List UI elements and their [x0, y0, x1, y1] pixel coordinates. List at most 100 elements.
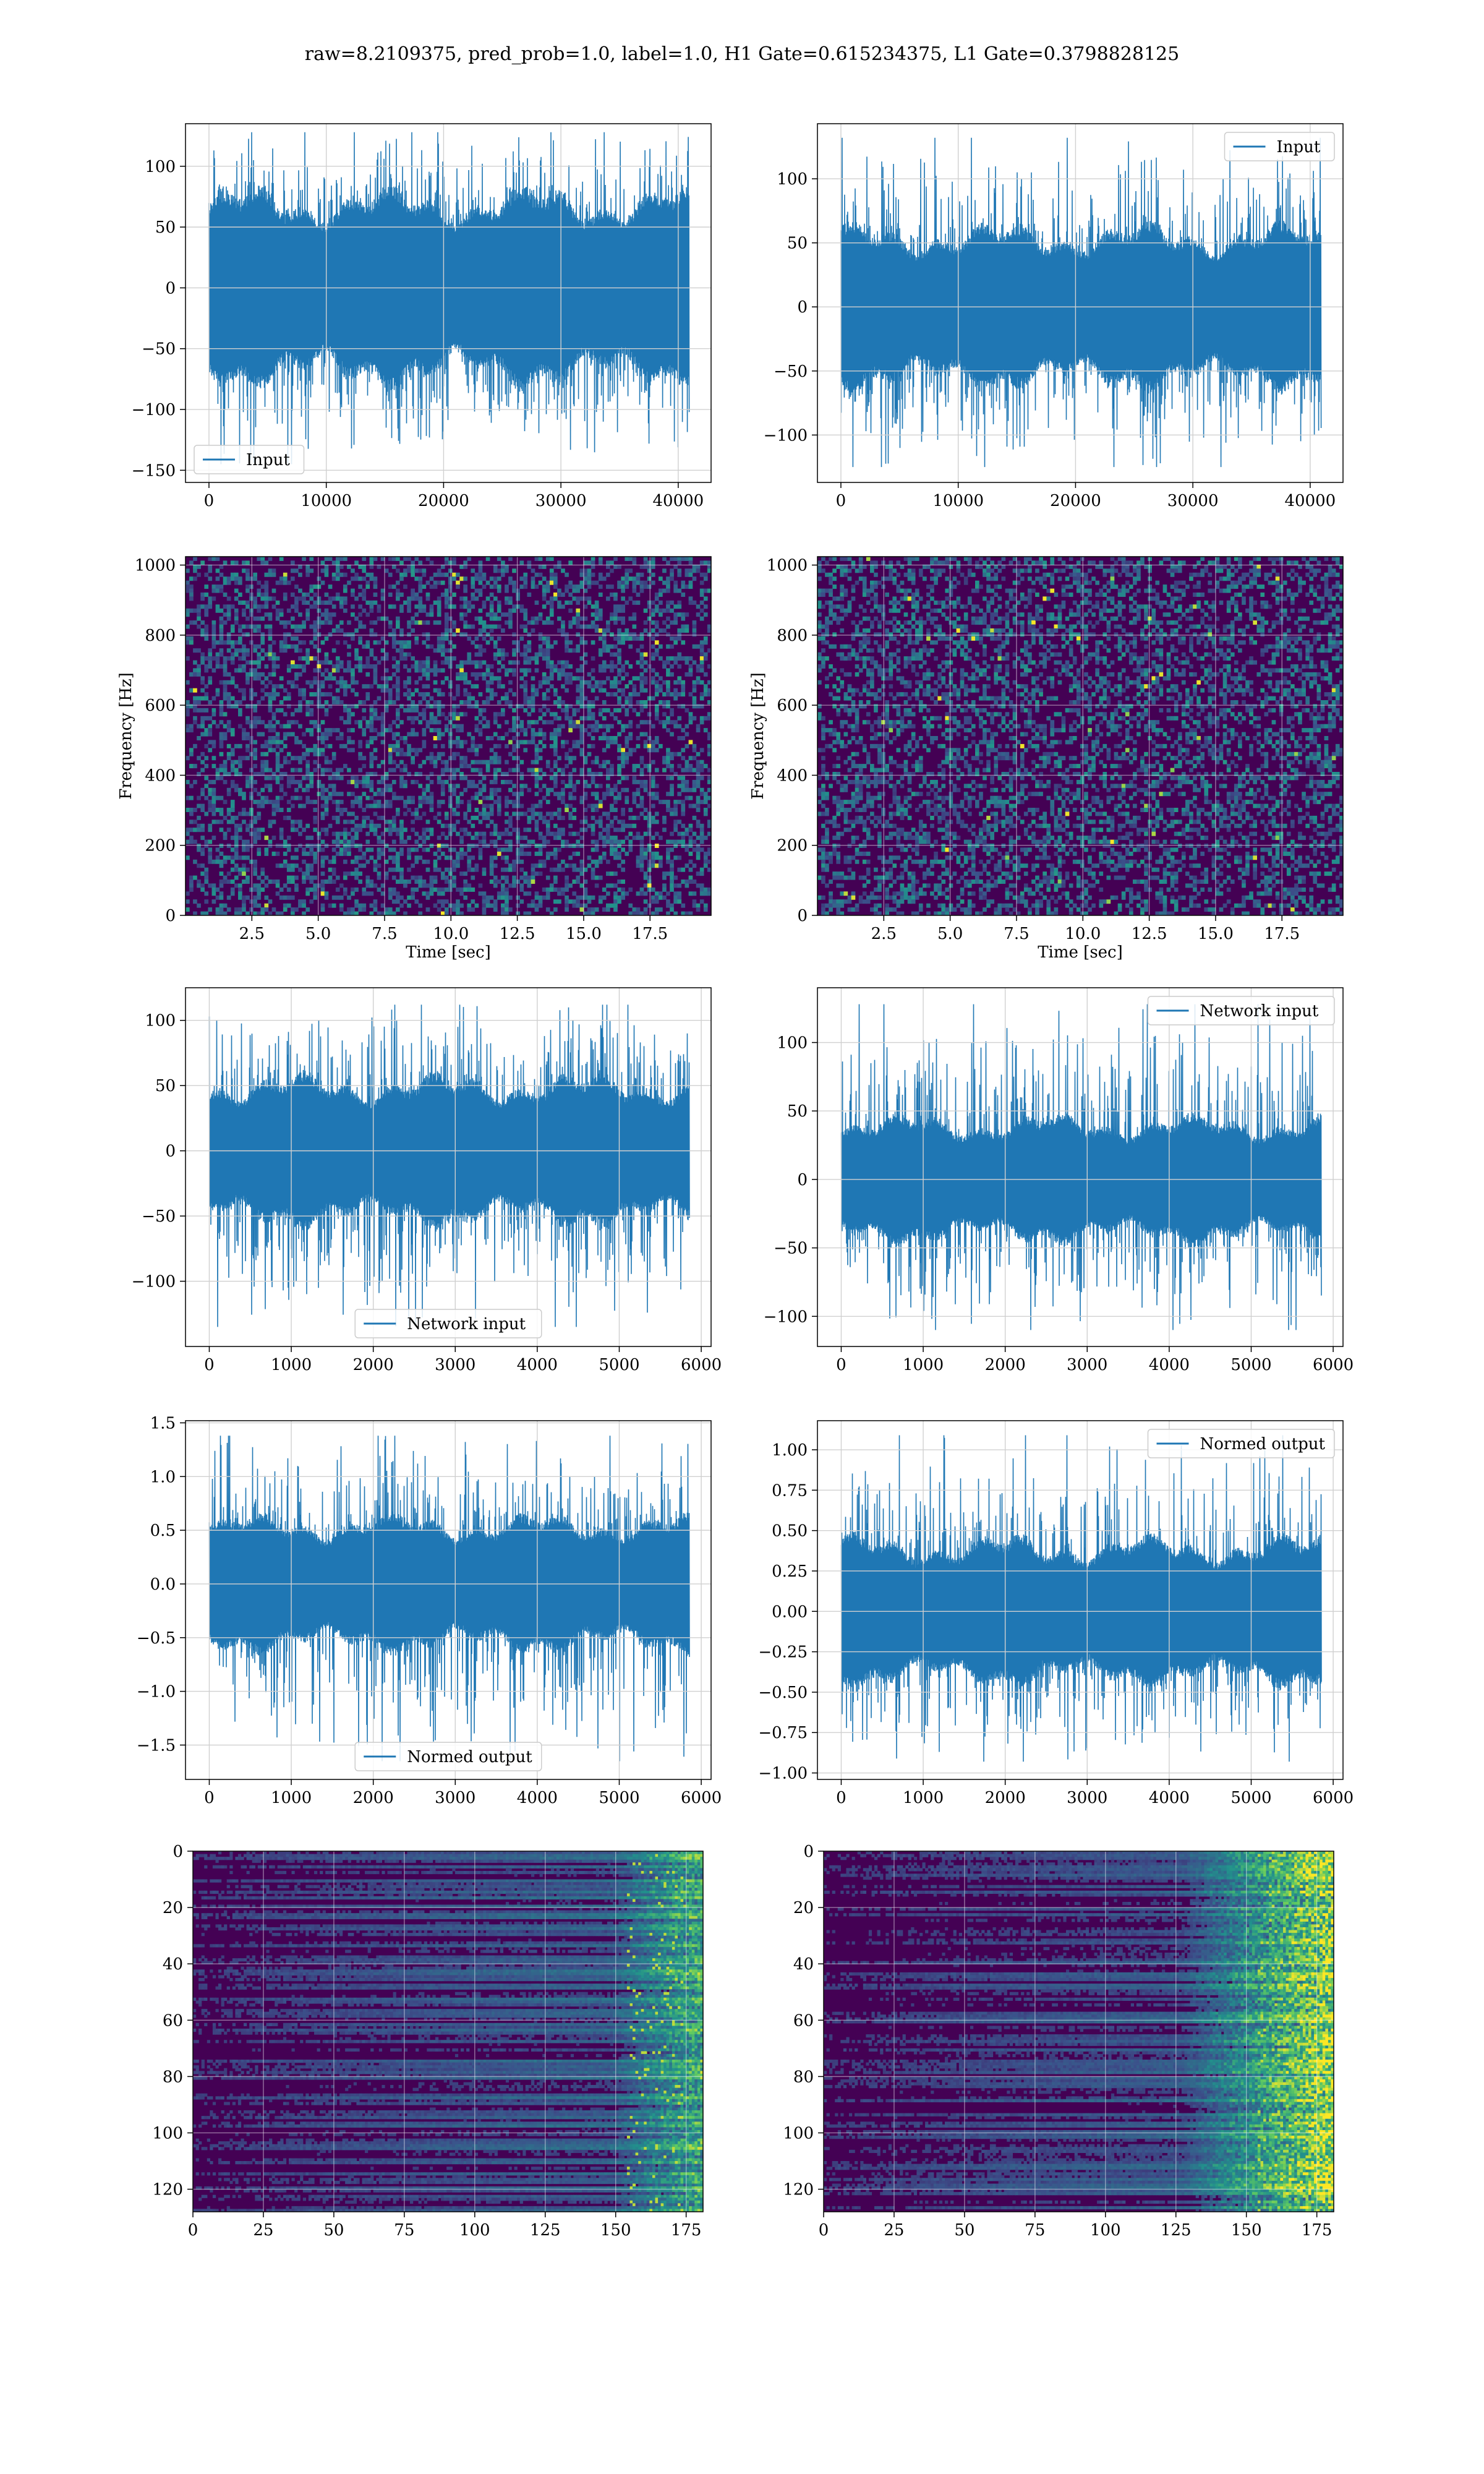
h1-normed-output-axes-frame	[185, 1420, 712, 1780]
l1-spectrogram-xtick-label: 7.5	[1004, 925, 1029, 943]
l1-input-ytick-label: −100	[764, 426, 808, 445]
l1-spectrogram-ytick-label: 800	[777, 627, 808, 645]
h1-network-input-xtick-label: 3000	[435, 1356, 475, 1374]
l1-normed-output-xtick-label: 0	[836, 1789, 846, 1807]
h1-spectrogram-xtick-label: 10.0	[433, 925, 469, 943]
h1-spectrogram-grid	[186, 557, 711, 915]
h1-feature-map-xtick-label: 50	[323, 2221, 344, 2240]
l1-network-input-grid	[817, 988, 1343, 1346]
l1-feature-map-xtick-label: 75	[1025, 2221, 1045, 2240]
h1-spectrogram-xtick-label: 5.0	[305, 925, 331, 943]
h1-input-ytick-label: −100	[132, 401, 176, 419]
h1-input-series-line	[208, 132, 690, 464]
l1-input-xtick-label: 40000	[1285, 492, 1336, 510]
figure-title: raw=8.2109375, pred_prob=1.0, label=1.0,…	[0, 43, 1484, 65]
l1-spectrogram-xtick-label: 2.5	[871, 925, 897, 943]
h1-input-ytick-label: −50	[142, 340, 176, 359]
l1-feature-map-ytick-label: 120	[783, 2181, 814, 2199]
h1-feature-map-ytick-label: 120	[152, 2181, 183, 2199]
h1-normed-output-legend: Normed output	[354, 1742, 542, 1771]
h1-normed-output-xtick-label: 5000	[599, 1789, 639, 1807]
h1-normed-output-ytick-label: −1.0	[137, 1683, 176, 1701]
l1-network-input-xtick-label: 0	[836, 1356, 846, 1374]
h1-spectrogram-ytick-label: 0	[165, 907, 176, 925]
l1-network-input-xtick-label: 5000	[1230, 1356, 1271, 1374]
l1-network-input-ytick-label: −100	[764, 1308, 808, 1326]
h1-normed-output-xtick-label: 3000	[435, 1789, 475, 1807]
h1-network-input-xtick-label: 6000	[681, 1356, 722, 1374]
l1-network-input-ytick-label: 0	[797, 1171, 808, 1189]
l1-normed-output-ytick-label: 1.00	[772, 1441, 808, 1460]
l1-input-legend: Input	[1224, 132, 1335, 161]
h1-normed-output-ytick-label: 0.0	[150, 1575, 176, 1594]
l1-input-xtick-label: 30000	[1167, 492, 1219, 510]
l1-network-input-xtick-label: 2000	[985, 1356, 1026, 1374]
h1-feature-map-ytick-label: 100	[152, 2124, 183, 2142]
l1-network-input-ytick-label: −50	[774, 1239, 808, 1258]
h1-feature-map-panel: 0 25 50 75 100 125 150 175 0 20 40 60 80 100 120	[152, 1843, 704, 2240]
h1-spectrogram-ylabel: Frequency [Hz]	[117, 672, 135, 800]
h1-feature-map-xtick-label: 0	[188, 2221, 198, 2240]
h1-network-input-xtick-label: 5000	[599, 1356, 639, 1374]
l1-normed-output-legend-label: Normed output	[1200, 1435, 1326, 1453]
l1-feature-map-xtick-label: 100	[1090, 2221, 1121, 2240]
l1-network-input-series-line	[840, 1004, 1322, 1330]
l1-normed-output-xtick-label: 2000	[985, 1789, 1026, 1807]
h1-spectrogram-ytick-label: 1000	[135, 557, 176, 575]
h1-network-input-xtick-label: 0	[204, 1356, 215, 1374]
l1-input-xtick-label: 0	[836, 492, 846, 510]
l1-spectrogram-ytick-label: 200	[777, 837, 808, 855]
h1-spectrogram-ytick-label: 800	[145, 627, 176, 645]
l1-normed-output-axes-frame	[817, 1420, 1344, 1780]
h1-normed-output-xtick-label: 0	[204, 1789, 215, 1807]
l1-feature-map-xtick-label: 125	[1161, 2221, 1192, 2240]
l1-normed-output-ytick-label: −0.75	[758, 1724, 808, 1742]
h1-input-ytick-label: 0	[165, 279, 176, 297]
h1-spectrogram-xtick-label: 12.5	[500, 925, 535, 943]
l1-normed-output-ytick-label: −0.50	[758, 1684, 808, 1702]
h1-normed-output-xtick-label: 2000	[353, 1789, 394, 1807]
h1-input-grid	[186, 124, 711, 482]
l1-feature-map-ytick-label: 20	[793, 1899, 814, 1917]
l1-spectrogram-panel: 2.5 5.0 7.5 10.0 12.5 15.0 17.5 0 200 400 600 800 10…	[749, 556, 1344, 962]
l1-network-input-xtick-label: 4000	[1149, 1356, 1190, 1374]
h1-normed-output-ytick-label: 0.5	[150, 1522, 176, 1540]
l1-input-ytick-label: −50	[774, 362, 808, 381]
l1-spectrogram-xtick-label: 5.0	[937, 925, 963, 943]
h1-input-panel: 0 10000 20000 30000 40000 −150 −100 −50 0 50 100 In…	[132, 123, 712, 510]
l1-feature-map-xtick-label: 0	[819, 2221, 829, 2240]
l1-spectrogram-xtick-label: 10.0	[1065, 925, 1101, 943]
l1-feature-map-ytick-label: 0	[803, 1843, 814, 1861]
h1-feature-map-xtick-label: 25	[253, 2221, 273, 2240]
l1-network-input-legend-label: Network input	[1200, 1002, 1319, 1021]
h1-feature-map-ytick-label: 40	[163, 1955, 183, 1974]
l1-input-panel: 0 10000 20000 30000 40000 −100 −50 0 50 100 Input	[764, 123, 1344, 510]
l1-feature-map-panel: 0 25 50 75 100 125 150 175 0 20 40 60 80 100 120	[783, 1843, 1334, 2240]
h1-feature-map-ytick-label: 80	[163, 2068, 183, 2086]
h1-spectrogram-panel: 2.5 5.0 7.5 10.0 12.5 15.0 17.5 0 200 400 600 800 10…	[117, 556, 712, 962]
h1-spectrogram-xlabel: Time [sec]	[406, 943, 491, 962]
l1-normed-output-xtick-label: 5000	[1230, 1789, 1271, 1807]
l1-feature-map-grid	[824, 1851, 1334, 2212]
l1-normed-output-ytick-label: 0.25	[772, 1562, 808, 1581]
h1-feature-map-ytick-label: 60	[163, 2011, 183, 2030]
h1-feature-map-axes-frame	[192, 1851, 704, 2212]
h1-normed-output-xtick-label: 4000	[517, 1789, 558, 1807]
h1-network-input-ytick-label: 0	[165, 1142, 176, 1161]
h1-input-xtick-label: 10000	[301, 492, 352, 510]
h1-feature-map-xtick-label: 125	[530, 2221, 561, 2240]
h1-input-xtick-label: 0	[204, 492, 215, 510]
l1-normed-output-ytick-label: 0.00	[772, 1603, 808, 1621]
l1-input-grid	[817, 124, 1343, 482]
h1-network-input-xtick-label: 2000	[353, 1356, 394, 1374]
h1-network-input-xtick-label: 1000	[271, 1356, 312, 1374]
h1-normed-output-legend-label: Normed output	[407, 1748, 532, 1766]
l1-normed-output-xtick-label: 6000	[1313, 1789, 1354, 1807]
h1-normed-output-xtick-label: 1000	[271, 1789, 312, 1807]
l1-normed-output-series-line	[840, 1435, 1322, 1762]
l1-network-input-xtick-label: 1000	[903, 1356, 944, 1374]
l1-normed-output-legend: Normed output	[1147, 1429, 1335, 1458]
h1-normed-output-ytick-label: 1.5	[150, 1414, 176, 1432]
h1-normed-output-ytick-label: −0.5	[137, 1629, 176, 1648]
l1-input-axes-frame	[817, 123, 1344, 483]
